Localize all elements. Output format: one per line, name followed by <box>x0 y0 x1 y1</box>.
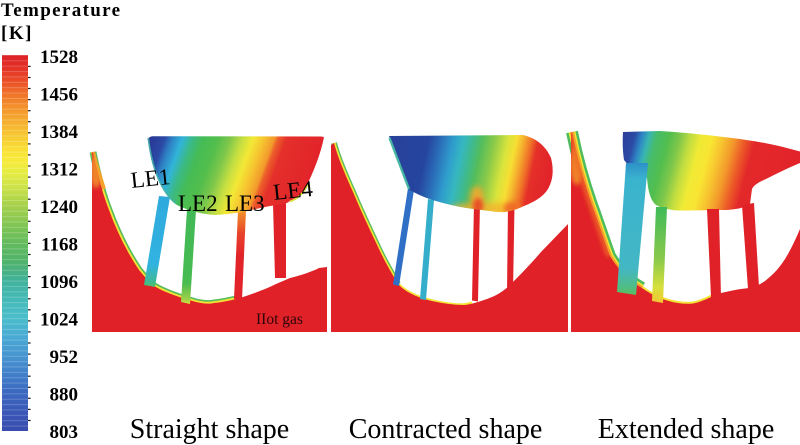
svg-text:1312: 1312 <box>40 160 78 181</box>
svg-text:1168: 1168 <box>41 235 78 256</box>
svg-text:[K]: [K] <box>1 23 33 44</box>
svg-text:LE3: LE3 <box>225 191 265 216</box>
svg-text:LE2: LE2 <box>178 191 218 216</box>
svg-text:803: 803 <box>50 422 79 443</box>
svg-text:IIot gas: IIot gas <box>256 311 303 328</box>
svg-text:952: 952 <box>50 347 79 368</box>
svg-text:1096: 1096 <box>40 272 78 293</box>
svg-text:1456: 1456 <box>40 85 78 106</box>
svg-text:Temperature: Temperature <box>1 0 121 21</box>
svg-text:1240: 1240 <box>40 197 78 218</box>
svg-text:880: 880 <box>50 385 79 406</box>
svg-text:1384: 1384 <box>40 122 79 143</box>
svg-text:1528: 1528 <box>40 47 78 68</box>
svg-text:Extended shape: Extended shape <box>598 414 775 445</box>
svg-text:Straight shape: Straight shape <box>130 414 289 445</box>
svg-text:LE4: LE4 <box>272 176 314 205</box>
svg-text:LE1: LE1 <box>129 164 171 193</box>
svg-text:Contracted shape: Contracted shape <box>349 414 543 445</box>
svg-text:1024: 1024 <box>40 310 79 331</box>
